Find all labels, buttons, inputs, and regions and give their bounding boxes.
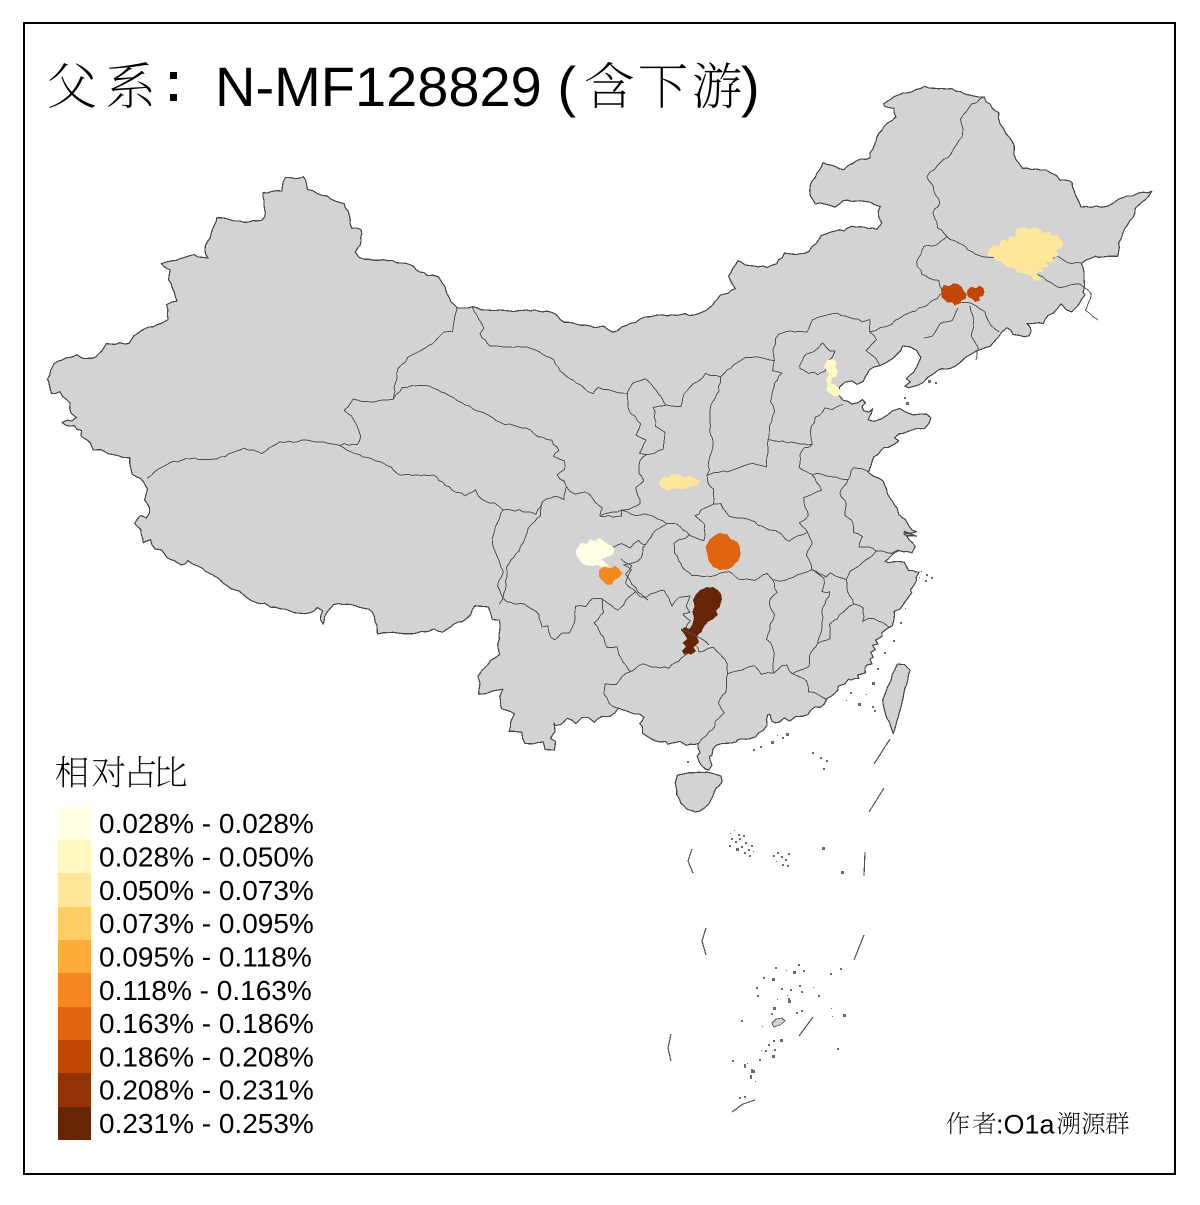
svg-text:0.095% - 0.118%: 0.095% - 0.118% xyxy=(99,941,312,972)
svg-text:0.050% - 0.073%: 0.050% - 0.073% xyxy=(99,875,314,906)
svg-text:0.073% - 0.095%: 0.073% - 0.095% xyxy=(99,908,314,939)
svg-text:0.028% - 0.050%: 0.028% - 0.050% xyxy=(99,841,314,872)
svg-text:0.118% - 0.163%: 0.118% - 0.163% xyxy=(99,975,312,1006)
svg-text:): ) xyxy=(741,55,760,118)
svg-text:0.208% - 0.231%: 0.208% - 0.231% xyxy=(99,1075,314,1106)
svg-text:0.186% - 0.208%: 0.186% - 0.208% xyxy=(99,1041,314,1072)
svg-text::O1a: :O1a xyxy=(996,1110,1056,1140)
svg-text:0.163% - 0.186%: 0.163% - 0.186% xyxy=(99,1008,314,1039)
svg-text:0.231% - 0.253%: 0.231% - 0.253% xyxy=(99,1108,314,1139)
svg-text:N-MF128829 (: N-MF128829 ( xyxy=(215,55,576,118)
svg-text:0.028% - 0.028%: 0.028% - 0.028% xyxy=(99,808,314,839)
